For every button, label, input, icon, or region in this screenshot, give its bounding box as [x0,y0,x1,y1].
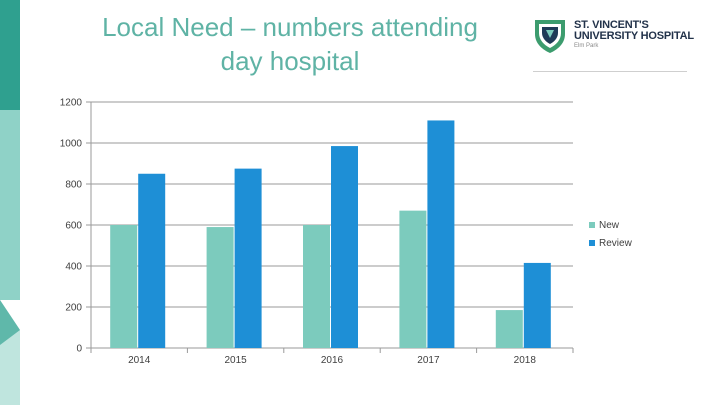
x-tick-label: 2018 [514,355,537,366]
logo-divider [533,71,687,72]
legend-label-review: Review [599,237,632,249]
bar-new-2016 [303,225,330,348]
y-tick-label: 0 [76,344,82,355]
y-tick-label: 600 [65,221,82,232]
x-tick-label: 2015 [224,355,247,366]
hospital-logo: ST. VINCENT'S UNIVERSITY HOSPITAL Elm Pa… [533,16,694,58]
legend-swatch-new [589,222,595,228]
bar-new-2014 [110,225,138,348]
legend-swatch-review [589,240,595,246]
chart-legend: New Review [589,216,632,252]
decorative-side-strip [0,0,20,405]
bar-new-2015 [206,227,234,348]
logo-name-line1: ST. VINCENT'S [574,19,649,31]
logo-text: ST. VINCENT'S UNIVERSITY HOSPITAL Elm Pa… [574,20,694,51]
legend-label-new: New [599,219,620,231]
y-tick-label: 400 [65,262,82,273]
y-tick-label: 1200 [60,98,83,109]
slide-title: Local Need – numbers attending day hospi… [55,10,525,78]
slide-title-line2: day hospital [220,46,360,76]
bar-new-2017 [399,210,427,348]
y-tick-label: 200 [65,303,82,314]
slide-title-line1: Local Need – numbers attending [102,12,478,42]
x-tick-label: 2014 [128,355,151,366]
y-tick-label: 800 [65,180,82,191]
bar-review-2014 [138,173,166,348]
legend-item-new: New [589,216,632,234]
x-tick-label: 2016 [321,355,344,366]
y-tick-label: 1000 [60,139,83,150]
logo-name-line2: UNIVERSITY HOSPITAL [574,30,694,42]
legend-item-review: Review [589,234,632,252]
bar-new-2018 [495,310,523,348]
bar-review-2017 [427,120,455,348]
bar-review-2016 [331,146,358,348]
x-tick-label: 2017 [417,355,440,366]
logo-subtitle: Elm Park [574,43,599,49]
shield-icon [535,20,565,53]
bar-review-2015 [234,168,262,348]
bar-review-2018 [523,262,551,348]
